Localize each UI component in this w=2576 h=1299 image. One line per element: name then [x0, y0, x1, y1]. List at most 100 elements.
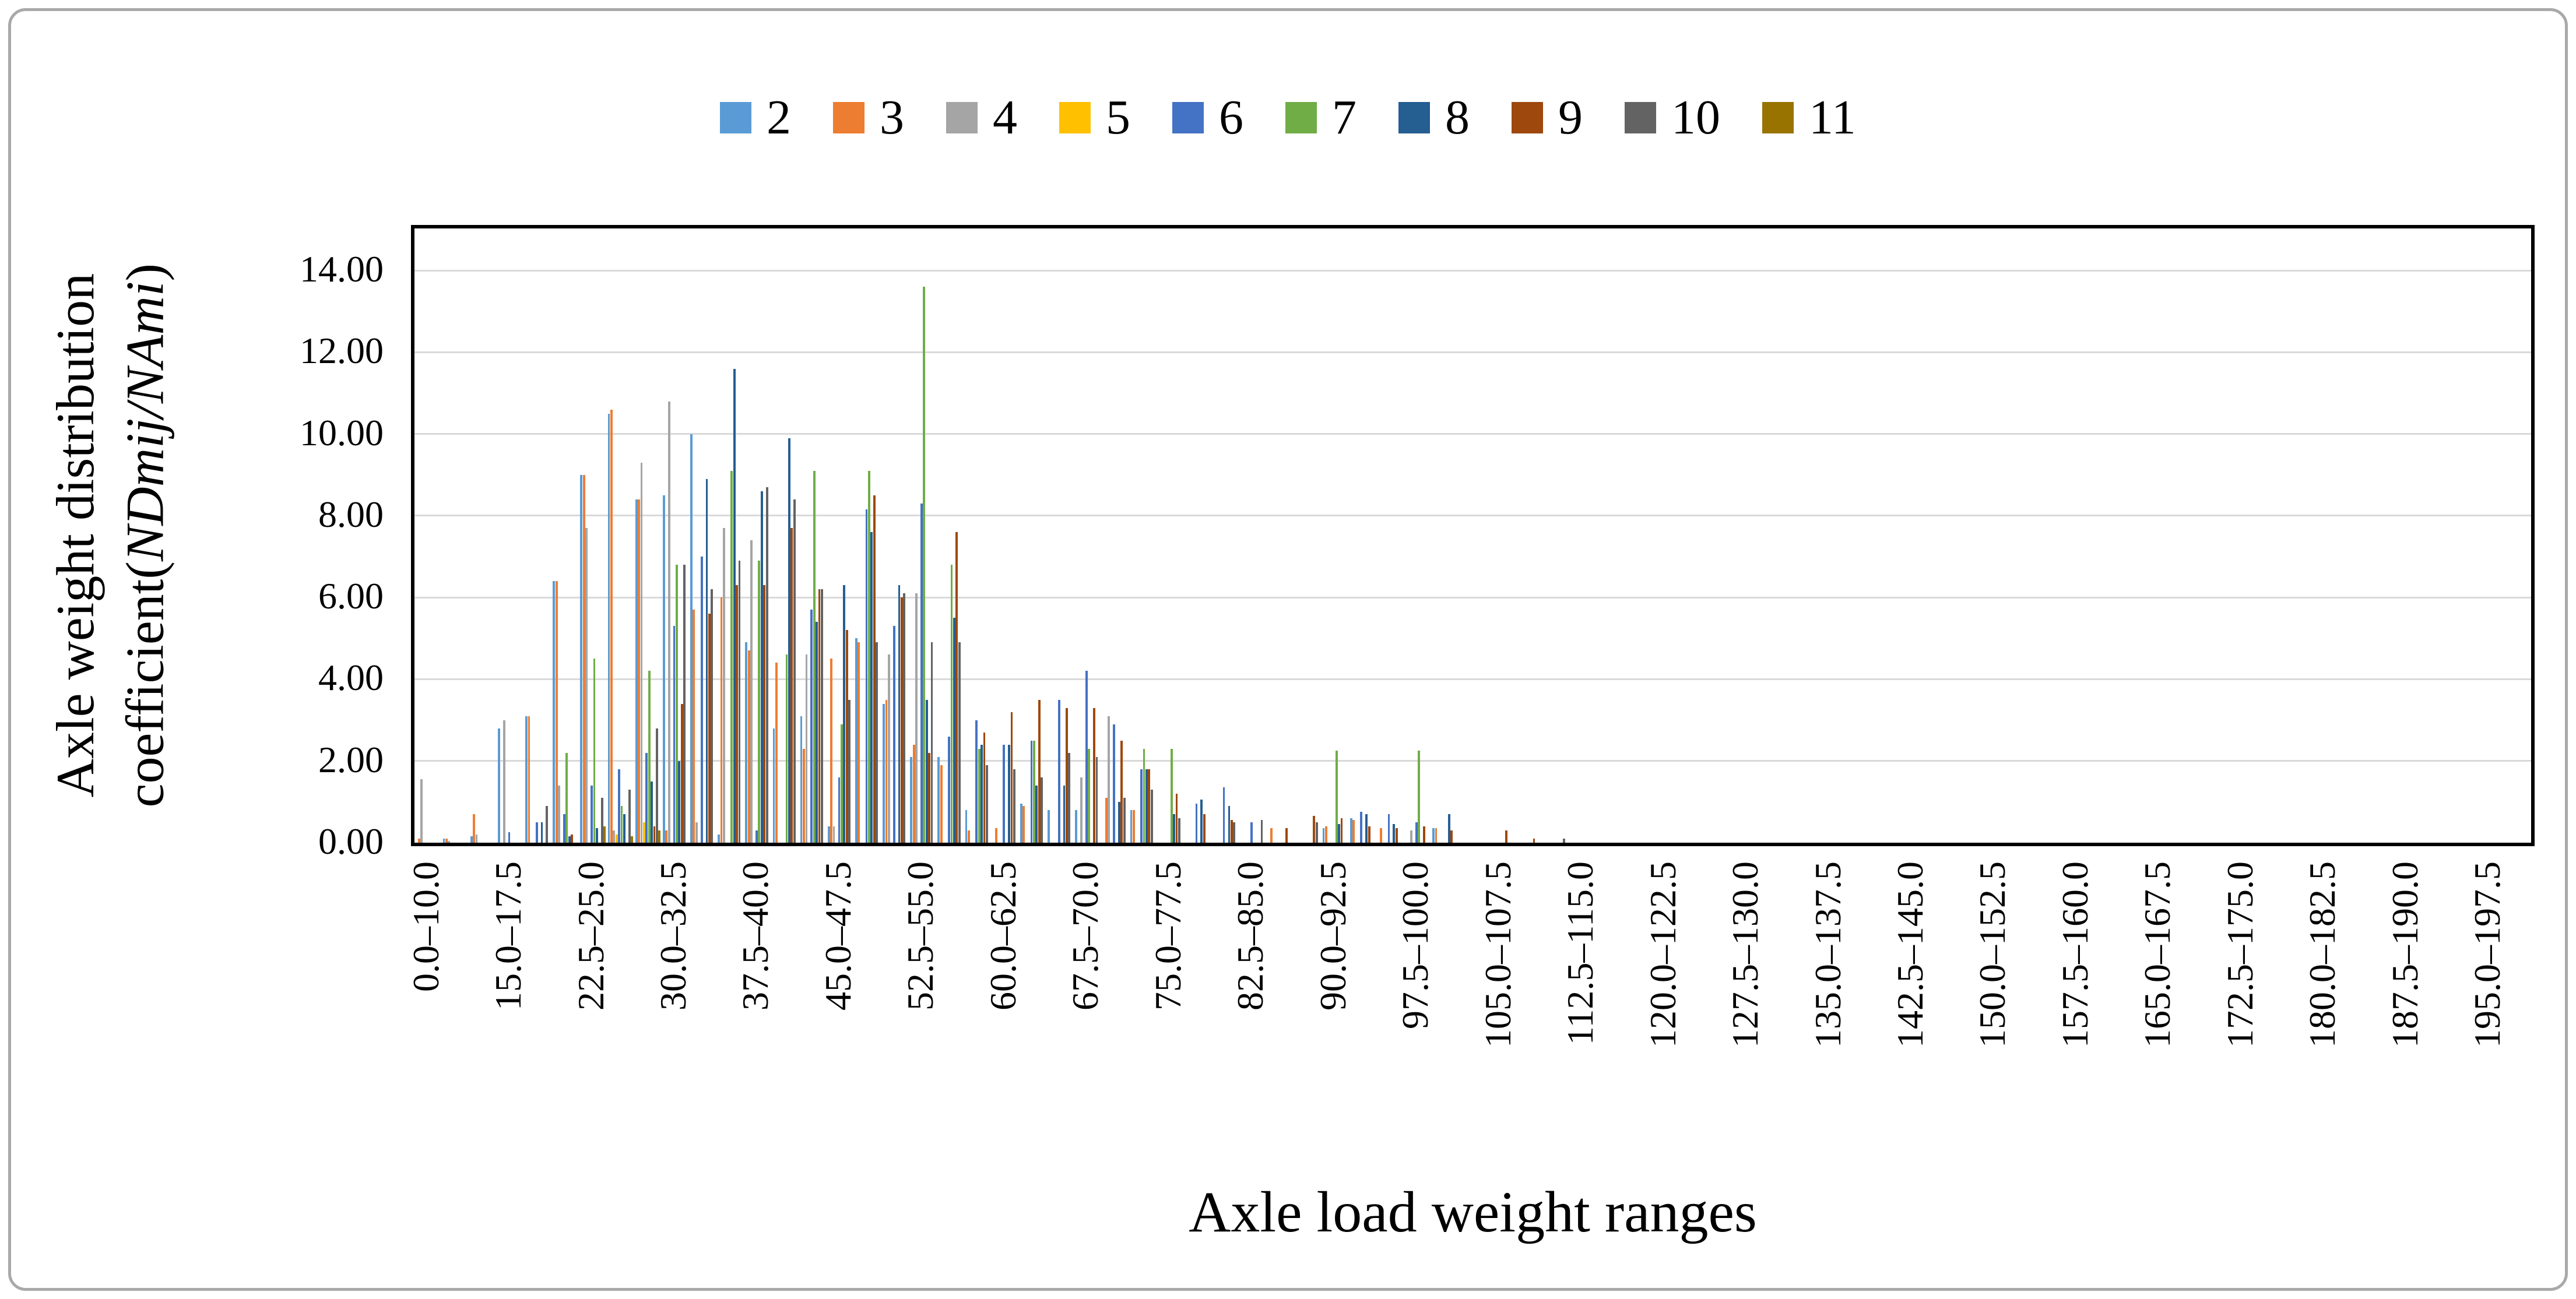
- bar-series2-bin15: [827, 826, 830, 843]
- legend-label-2: 2: [767, 90, 792, 145]
- bar-series4-bin17: [887, 654, 890, 843]
- bar-series7-bin22: [1033, 740, 1035, 843]
- bar-series2-bin26: [1130, 809, 1133, 843]
- bar-series8-bin17: [898, 585, 901, 843]
- bar-series4-bin18: [915, 593, 918, 843]
- x-tick-label-30.0–32.5: 30.0–32.5: [652, 861, 694, 1011]
- bar-series8-bin28: [1200, 800, 1203, 843]
- bar-series4-bin36: [1410, 830, 1412, 843]
- bar-series8-bin5: [568, 836, 571, 843]
- bar-series10-bin6: [600, 797, 603, 843]
- bar-series9-bin13: [790, 528, 793, 843]
- bar-series8-bin34: [1365, 814, 1368, 843]
- bar-series9-bin33: [1340, 818, 1343, 843]
- bar-series10-bin13: [793, 499, 796, 843]
- bar-series10-bin30: [1260, 820, 1263, 843]
- bar-series3-bin33: [1325, 826, 1327, 843]
- bar-series10-bin25: [1123, 797, 1126, 843]
- bar-series10-bin20: [985, 765, 988, 843]
- bar-series4-bin8: [640, 462, 643, 843]
- bar-series7-bin7: [620, 805, 623, 843]
- bar-series4-bin9: [667, 401, 670, 843]
- bar-series6-bin17: [892, 626, 895, 843]
- bar-series9-bin15: [845, 630, 848, 843]
- bar-series9-bin11: [736, 585, 738, 843]
- bar-series10-bin9: [683, 565, 686, 843]
- bar-series3-bin26: [1132, 809, 1135, 843]
- bar-series7-bin26: [1143, 748, 1145, 843]
- bar-series3-bin16: [858, 642, 860, 843]
- bar-series9-bin28: [1203, 814, 1206, 843]
- x-axis-title-wrap: Axle load weight ranges: [411, 1183, 2535, 1241]
- bar-series4-bin15: [832, 826, 835, 843]
- bar-series3-bin12: [747, 650, 750, 843]
- bar-series3-bin21: [995, 828, 997, 843]
- x-tick-label-157.5–160.0: 157.5–160.0: [2054, 861, 2096, 1048]
- bar-series7-bin12: [758, 561, 761, 843]
- bar-series7-bin19: [950, 565, 953, 843]
- bar-series2-bin23: [1048, 809, 1050, 843]
- bar-series9-bin23: [1065, 707, 1068, 843]
- bar-series6-bin10: [700, 557, 703, 843]
- bar-series10-bin22: [1041, 777, 1043, 843]
- bar-series9-bin36: [1423, 826, 1425, 843]
- bar-series3-bin13: [775, 663, 778, 843]
- bar-series9-bin8: [653, 826, 656, 843]
- bar-series9-bin32: [1313, 816, 1316, 843]
- x-tick-label-52.5–55.0: 52.5–55.0: [899, 861, 941, 1011]
- bar-series6-bin19: [948, 736, 950, 843]
- gridline-14: [414, 269, 2531, 272]
- bar-series2-bin7: [607, 413, 610, 843]
- bar-series9-bin10: [708, 614, 711, 843]
- bar-series10-bin14: [821, 589, 823, 843]
- legend-swatch-icon-7: [1285, 102, 1317, 133]
- plot-inner: [414, 228, 2531, 843]
- x-axis-title: Axle load weight ranges: [1189, 1180, 1757, 1244]
- legend-label-7: 7: [1332, 90, 1357, 145]
- bar-series4-bin24: [1080, 777, 1083, 843]
- bar-series9-bin39: [1505, 830, 1508, 843]
- bar-series4-bin5: [558, 785, 560, 843]
- bar-series8-bin29: [1228, 805, 1231, 843]
- bar-series8-bin7: [623, 814, 625, 843]
- bar-series2-bin4: [525, 716, 528, 843]
- bar-series6-bin16: [865, 509, 868, 843]
- bar-series6-bin6: [591, 785, 593, 843]
- bar-series6-bin9: [673, 626, 676, 843]
- legend-item-5: 5: [1059, 93, 1130, 142]
- bar-series7-bin20: [978, 748, 981, 843]
- bar-series6-bin29: [1222, 787, 1225, 843]
- bar-series3-bin15: [830, 659, 833, 843]
- legend-item-7: 7: [1285, 93, 1356, 142]
- bar-series2-bin12: [745, 642, 748, 843]
- bar-series9-bin9: [680, 703, 683, 843]
- legend-swatch-icon-11: [1762, 102, 1794, 133]
- bar-series3-bin6: [582, 474, 585, 843]
- bar-series7-bin36: [1418, 751, 1420, 843]
- bar-series9-bin21: [1010, 712, 1013, 843]
- bar-series2-bin22: [1020, 804, 1022, 843]
- bar-series9-bin27: [1175, 793, 1178, 843]
- y-tick-label-0.00: 0.00: [318, 821, 384, 862]
- bar-series8-bin18: [925, 699, 928, 843]
- bar-series5-bin8: [642, 822, 645, 843]
- legend-swatch-icon-8: [1398, 102, 1431, 133]
- bar-series7-bin33: [1335, 750, 1338, 843]
- bar-series6-bin23: [1057, 699, 1060, 843]
- bar-series2-bin13: [772, 728, 775, 843]
- bar-series8-bin19: [953, 618, 955, 843]
- bar-series2-bin10: [690, 434, 693, 843]
- bar-series9-bin35: [1395, 828, 1398, 843]
- bar-series3-bin7: [610, 409, 613, 843]
- bar-series9-bin25: [1120, 740, 1123, 843]
- x-tick-label-37.5–40.0: 37.5–40.0: [735, 861, 776, 1011]
- bar-series8-bin4: [540, 822, 543, 843]
- bar-series6-bin24: [1085, 671, 1088, 843]
- bar-series6-bin7: [618, 769, 621, 843]
- bar-series6-bin34: [1360, 812, 1363, 843]
- bar-series4-bin10: [695, 822, 698, 843]
- bar-series6-bin4: [535, 822, 538, 843]
- legend-swatch-icon-2: [720, 102, 752, 133]
- legend-swatch-icon-9: [1512, 102, 1544, 133]
- bar-series6-bin36: [1415, 822, 1418, 843]
